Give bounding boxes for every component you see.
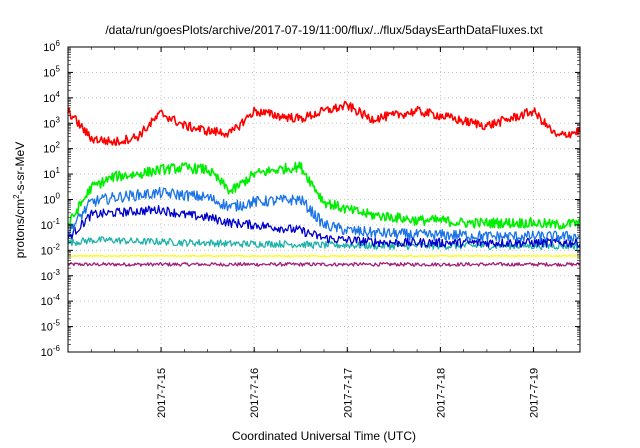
x-tick-label: 2017-7-19 xyxy=(528,368,540,418)
y-tick-label: 104 xyxy=(43,90,60,105)
series-line xyxy=(67,261,581,267)
x-tick-label: 2017-7-18 xyxy=(435,368,447,418)
series-line xyxy=(67,186,581,243)
y-tick-label: 105 xyxy=(43,64,60,79)
series-layer xyxy=(67,100,581,267)
chart-title: /data/run/goesPlots/archive/2017-07-19/1… xyxy=(105,23,543,37)
x-tick-label: 2017-7-16 xyxy=(249,368,261,418)
x-axis: 2017-7-15 2017-7-16 2017-7-17 2017-7-18 2017… xyxy=(67,47,581,418)
y-axis: 10-6 10-5 10-4 10-3 10-2 10-1 100 101 102 103 104 1… xyxy=(41,39,580,359)
y-tick-label: 10-2 xyxy=(41,242,61,257)
y-tick-label: 102 xyxy=(43,141,60,156)
x-tick-label: 2017-7-17 xyxy=(342,368,354,418)
y-tick-label: 100 xyxy=(43,192,60,207)
series-line xyxy=(67,204,581,248)
y-tick-label: 103 xyxy=(43,115,60,130)
y-tick-label: 10-6 xyxy=(41,344,61,359)
x-axis-label: Coordinated Universal Time (UTC) xyxy=(232,429,416,443)
y-tick-label: 10-5 xyxy=(41,319,61,334)
series-line xyxy=(67,254,580,258)
y-tick-label: 10-4 xyxy=(41,293,61,308)
grid xyxy=(68,47,580,352)
x-tick-label: 2017-7-15 xyxy=(156,368,168,418)
series-line xyxy=(67,161,581,230)
series-line xyxy=(67,100,581,146)
y-tick-label: 101 xyxy=(43,166,60,181)
y-tick-label: 10-1 xyxy=(41,217,61,232)
y-axis-label: protons/cm2-s-sr-MeV xyxy=(12,142,27,258)
y-tick-label: 106 xyxy=(43,39,60,54)
y-tick-label: 10-3 xyxy=(41,268,61,283)
